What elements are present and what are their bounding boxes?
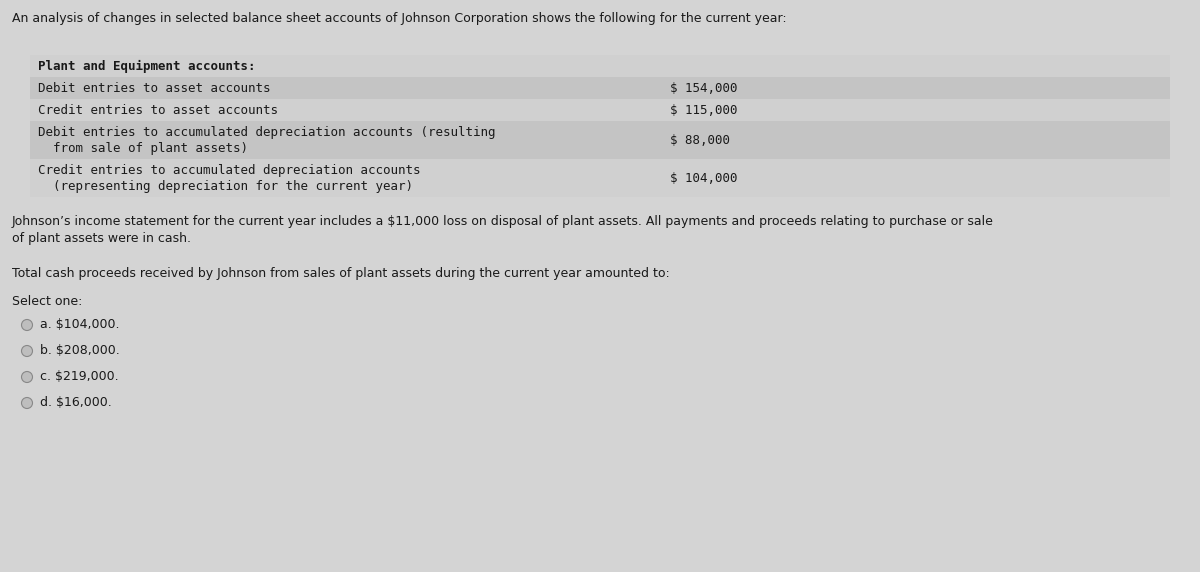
Text: b. $208,000.: b. $208,000. (40, 344, 120, 358)
Text: d. $16,000.: d. $16,000. (40, 396, 112, 410)
Circle shape (22, 345, 32, 356)
Text: from sale of plant assets): from sale of plant assets) (38, 142, 248, 155)
Text: Plant and Equipment accounts:: Plant and Equipment accounts: (38, 59, 256, 73)
Text: $ 115,000: $ 115,000 (670, 104, 738, 117)
Text: Total cash proceeds received by Johnson from sales of plant assets during the cu: Total cash proceeds received by Johnson … (12, 267, 670, 280)
Text: Johnson’s income statement for the current year includes a $11,000 loss on dispo: Johnson’s income statement for the curre… (12, 215, 994, 245)
Text: $ 154,000: $ 154,000 (670, 81, 738, 94)
Circle shape (22, 398, 32, 408)
Circle shape (22, 371, 32, 383)
Text: Debit entries to asset accounts: Debit entries to asset accounts (38, 81, 270, 94)
Text: $ 104,000: $ 104,000 (670, 172, 738, 185)
Text: a. $104,000.: a. $104,000. (40, 319, 120, 332)
Text: Credit entries to accumulated depreciation accounts: Credit entries to accumulated depreciati… (38, 164, 420, 177)
Bar (30, 55, 1170, 77)
Bar (30, 159, 1170, 197)
Text: Select one:: Select one: (12, 295, 83, 308)
Text: c. $219,000.: c. $219,000. (40, 371, 119, 383)
Text: (representing depreciation for the current year): (representing depreciation for the curre… (38, 180, 413, 193)
Text: $ 88,000: $ 88,000 (670, 133, 730, 146)
Circle shape (22, 320, 32, 331)
Text: An analysis of changes in selected balance sheet accounts of Johnson Corporation: An analysis of changes in selected balan… (12, 12, 787, 25)
Bar (30, 121, 1170, 159)
Bar (30, 77, 1170, 99)
Text: Credit entries to asset accounts: Credit entries to asset accounts (38, 104, 278, 117)
Text: Debit entries to accumulated depreciation accounts (resulting: Debit entries to accumulated depreciatio… (38, 126, 496, 139)
Bar (30, 99, 1170, 121)
